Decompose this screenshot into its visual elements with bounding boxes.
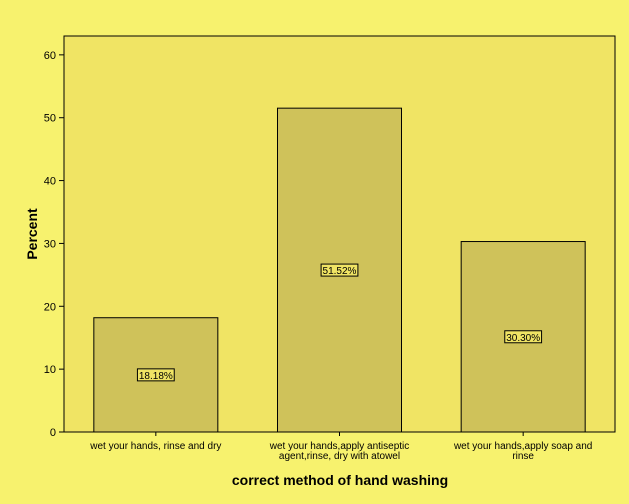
x-tick-label: wet your hands,apply soap and: [453, 441, 592, 452]
data-label-box: [320, 263, 359, 277]
y-tick-label: 20: [44, 301, 56, 313]
y-tick-label: 40: [44, 176, 56, 188]
y-tick-label: 30: [44, 238, 56, 250]
y-axis: 0 10 20 30 40 50 60: [44, 50, 64, 439]
x-tick-label: wet your hands,apply antiseptic: [269, 441, 410, 452]
y-axis-title: Percent: [24, 208, 40, 260]
x-tick-label: rinse: [512, 451, 534, 462]
y-tick-label: 10: [44, 364, 56, 376]
data-label: 30.30%: [506, 333, 540, 344]
data-label: 18.18%: [139, 371, 173, 382]
x-tick-label: agent,rinse, dry with atowel: [279, 451, 400, 462]
y-tick-label: 50: [44, 113, 56, 125]
x-tick-label: wet your hands, rinse and dry: [89, 441, 221, 452]
bars: 18.18% 51.52% 30.30%: [93, 107, 586, 433]
y-tick-label: 0: [50, 427, 56, 439]
x-axis-labels: wet your hands, rinse and dry wet your ha…: [89, 432, 592, 462]
data-label: 51.52%: [323, 266, 357, 277]
data-label-box: [504, 330, 543, 344]
x-axis-title: correct method of hand washing: [232, 472, 448, 488]
y-tick-label: 60: [44, 50, 56, 62]
data-label-box: [136, 368, 175, 382]
